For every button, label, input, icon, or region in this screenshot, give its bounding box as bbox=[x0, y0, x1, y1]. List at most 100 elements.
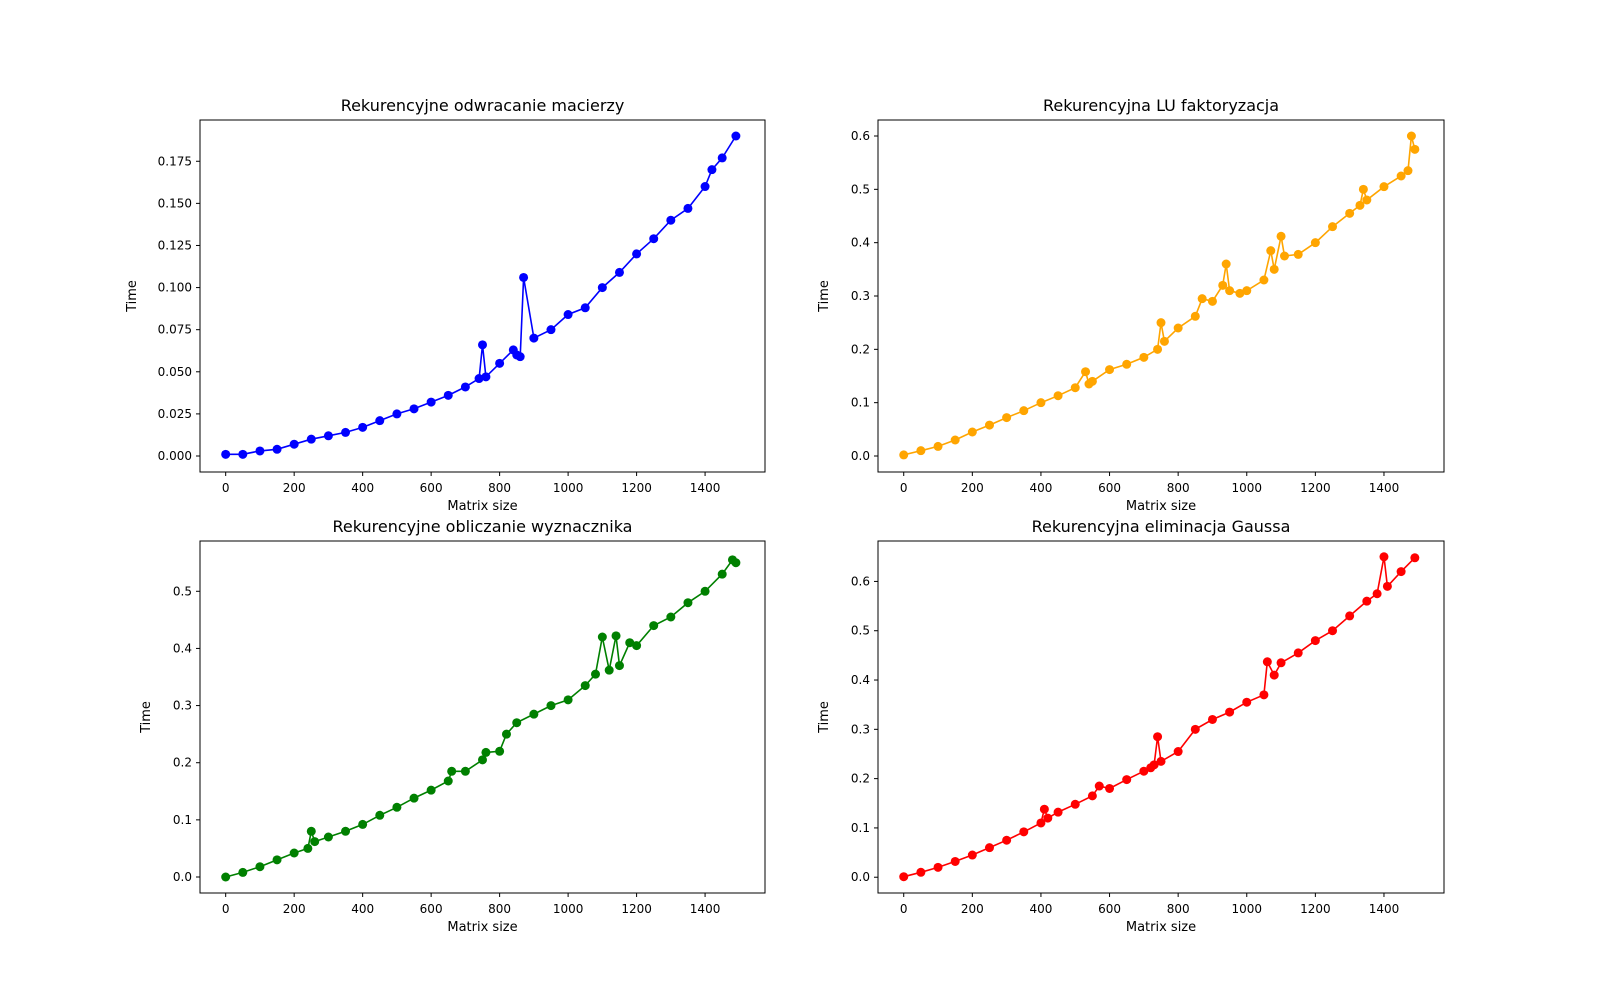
data-point bbox=[563, 310, 573, 320]
data-point bbox=[392, 802, 402, 812]
data-point bbox=[1396, 171, 1406, 181]
data-point bbox=[255, 862, 265, 872]
data-point bbox=[303, 843, 313, 853]
data-point bbox=[1036, 818, 1046, 828]
data-point bbox=[899, 450, 909, 460]
y-tick-label: 0.150 bbox=[158, 196, 192, 210]
y-tick-label: 0.3 bbox=[851, 289, 870, 303]
data-point bbox=[614, 267, 624, 277]
data-point bbox=[1259, 690, 1269, 700]
x-tick-label: 1000 bbox=[553, 481, 584, 495]
x-axis-label: Matrix size bbox=[447, 920, 517, 935]
x-tick-label: 600 bbox=[1098, 902, 1121, 916]
x-tick-label: 1200 bbox=[621, 481, 652, 495]
axes-frame bbox=[199, 540, 766, 894]
data-point bbox=[515, 352, 525, 362]
data-point bbox=[272, 855, 282, 865]
data-point bbox=[1276, 658, 1286, 668]
x-axis-label: Matrix size bbox=[1126, 499, 1196, 514]
data-point bbox=[238, 867, 248, 877]
x-tick-label: 400 bbox=[1029, 481, 1052, 495]
data-point bbox=[984, 843, 994, 853]
data-point bbox=[1269, 670, 1279, 680]
x-tick-label: 600 bbox=[420, 902, 443, 916]
data-point bbox=[580, 681, 590, 691]
y-tick-label: 0.4 bbox=[851, 236, 870, 250]
x-tick-label: 200 bbox=[283, 902, 306, 916]
y-tick-label: 0.050 bbox=[158, 365, 192, 379]
y-tick-label: 0.0 bbox=[173, 870, 192, 884]
data-point bbox=[1019, 406, 1029, 416]
data-point bbox=[717, 153, 727, 163]
x-tick-label: 1000 bbox=[1231, 481, 1262, 495]
data-point bbox=[625, 638, 635, 648]
y-tick-label: 0.175 bbox=[158, 154, 192, 168]
y-tick-label: 0.1 bbox=[851, 396, 870, 410]
data-point bbox=[1159, 336, 1169, 346]
data-point bbox=[632, 641, 642, 651]
y-axis-label: Time bbox=[817, 701, 832, 734]
chart-title: Rekurencyjne odwracanie macierzy bbox=[341, 96, 625, 115]
x-axis-label: Matrix size bbox=[447, 499, 517, 514]
data-point bbox=[1379, 552, 1389, 562]
data-point bbox=[1207, 296, 1217, 306]
data-point bbox=[1019, 827, 1029, 837]
data-point bbox=[495, 358, 505, 368]
data-point bbox=[460, 382, 470, 392]
data-point bbox=[474, 374, 484, 384]
data-point bbox=[950, 856, 960, 866]
data-point bbox=[1081, 367, 1091, 377]
data-point bbox=[700, 182, 710, 192]
data-point bbox=[323, 431, 333, 441]
subplot-2: Rekurencyjna LU faktoryzacja 0 200 400 600 80… bbox=[817, 96, 1445, 514]
data-point bbox=[1358, 184, 1368, 194]
data-point bbox=[1262, 657, 1272, 667]
data-point bbox=[478, 340, 487, 350]
data-point bbox=[1266, 246, 1276, 256]
y-tick-label: 0.5 bbox=[173, 584, 192, 598]
data-point bbox=[1122, 775, 1132, 785]
data-point bbox=[899, 872, 909, 882]
data-point bbox=[950, 435, 960, 445]
data-point bbox=[1070, 799, 1080, 809]
axes-frame bbox=[877, 540, 1445, 894]
y-tick-label: 0.4 bbox=[851, 673, 870, 687]
data-point bbox=[358, 422, 368, 432]
data-point bbox=[375, 416, 385, 426]
data-point bbox=[1293, 648, 1303, 658]
x-tick-label: 1000 bbox=[1231, 902, 1262, 916]
data-point bbox=[1153, 344, 1163, 354]
data-point bbox=[1345, 208, 1355, 218]
series-line bbox=[225, 558, 737, 878]
y-tick-label: 0.5 bbox=[851, 624, 870, 638]
x-tick-label: 200 bbox=[961, 481, 984, 495]
data-point bbox=[512, 718, 522, 728]
data-point bbox=[1036, 398, 1046, 408]
data-point bbox=[1173, 747, 1183, 757]
data-point bbox=[1207, 714, 1217, 724]
x-tick-label: 800 bbox=[488, 481, 511, 495]
data-point bbox=[495, 746, 505, 756]
data-point bbox=[614, 661, 624, 671]
data-point bbox=[546, 701, 556, 711]
data-point bbox=[1002, 835, 1012, 845]
data-point bbox=[1276, 231, 1286, 241]
y-tick-label: 0.6 bbox=[851, 574, 870, 588]
y-tick-label: 0.6 bbox=[851, 129, 870, 143]
x-tick-label: 0 bbox=[222, 902, 230, 916]
y-tick-label: 0.0 bbox=[851, 449, 870, 463]
data-point bbox=[967, 850, 977, 860]
data-point bbox=[306, 826, 316, 836]
data-point bbox=[1279, 251, 1289, 261]
y-axis-label: Time bbox=[817, 280, 832, 313]
y-tick-label: 0.1 bbox=[173, 813, 192, 827]
data-point bbox=[323, 832, 333, 842]
data-point bbox=[1190, 724, 1200, 734]
x-tick-label: 0 bbox=[900, 481, 908, 495]
data-point bbox=[221, 449, 231, 459]
data-point bbox=[1310, 238, 1320, 248]
data-point bbox=[289, 439, 299, 449]
data-point bbox=[933, 862, 943, 872]
data-point bbox=[1149, 760, 1159, 770]
